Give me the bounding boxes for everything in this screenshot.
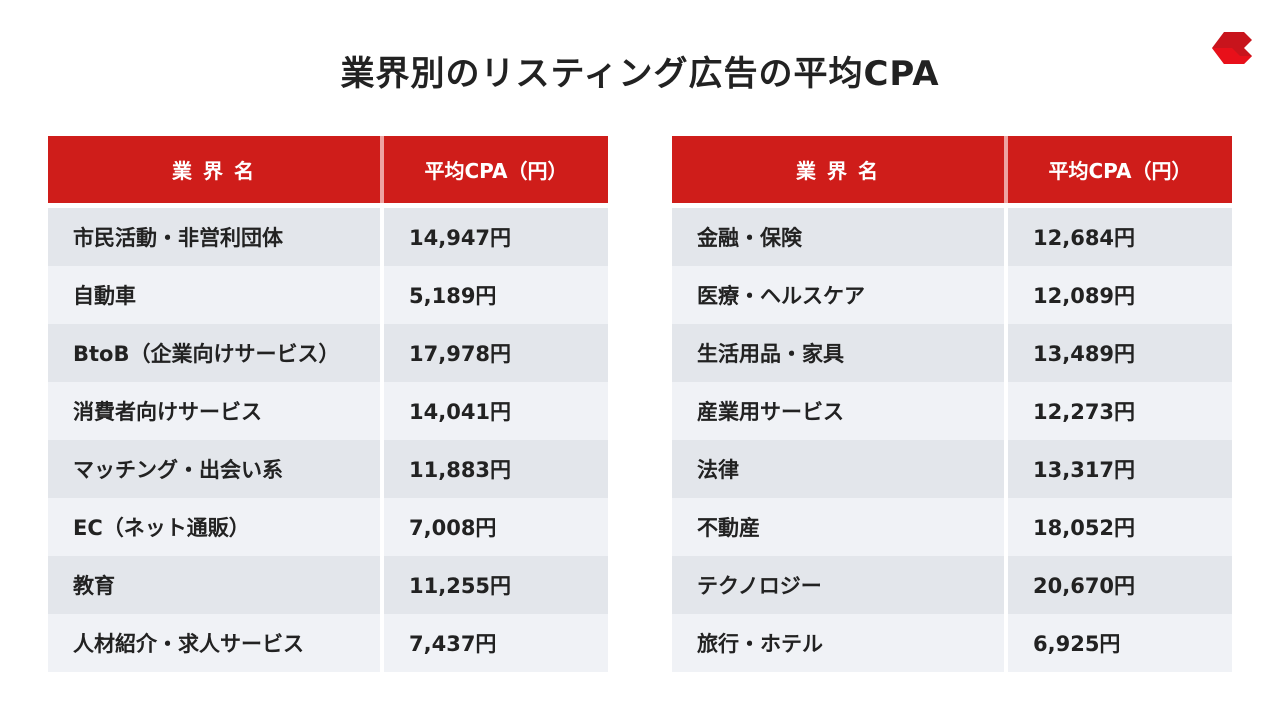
cpa-cell: 12,684円 — [1008, 208, 1232, 266]
table-row: 生活用品・家具 13,489円 — [672, 324, 1232, 382]
industry-cell: 教育 — [48, 556, 384, 614]
industry-cell: 医療・ヘルスケア — [672, 266, 1008, 324]
table-row: EC（ネット通販） 7,008円 — [48, 498, 608, 556]
cpa-cell: 20,670円 — [1008, 556, 1232, 614]
cpa-cell: 14,041円 — [384, 382, 608, 440]
industry-cell: 旅行・ホテル — [672, 614, 1008, 672]
cpa-cell: 14,947円 — [384, 208, 608, 266]
table-header-row: 業 界 名 平均CPA（円） — [672, 136, 1232, 203]
cpa-cell: 5,189円 — [384, 266, 608, 324]
cpa-cell: 11,883円 — [384, 440, 608, 498]
industry-cell: マッチング・出会い系 — [48, 440, 384, 498]
table-row: 法律 13,317円 — [672, 440, 1232, 498]
industry-cell: 法律 — [672, 440, 1008, 498]
cpa-cell: 17,978円 — [384, 324, 608, 382]
table-row: 教育 11,255円 — [48, 556, 608, 614]
table-row: 医療・ヘルスケア 12,089円 — [672, 266, 1232, 324]
table-row: 自動車 5,189円 — [48, 266, 608, 324]
header-cpa: 平均CPA（円） — [384, 136, 608, 203]
header-industry: 業 界 名 — [48, 136, 384, 203]
table-row: 旅行・ホテル 6,925円 — [672, 614, 1232, 672]
spacer — [672, 203, 1232, 208]
red-chevron-logo-icon — [1212, 32, 1252, 64]
industry-cell: 生活用品・家具 — [672, 324, 1008, 382]
cpa-cell: 18,052円 — [1008, 498, 1232, 556]
industry-cell: 金融・保険 — [672, 208, 1008, 266]
table-header-row: 業 界 名 平均CPA（円） — [48, 136, 608, 203]
industry-cell: 不動産 — [672, 498, 1008, 556]
right-cpa-table: 業 界 名 平均CPA（円） 金融・保険 12,684円 医療・ヘルスケア 12,08… — [672, 136, 1232, 672]
cpa-cell: 13,489円 — [1008, 324, 1232, 382]
header-industry: 業 界 名 — [672, 136, 1008, 203]
industry-cell: 人材紹介・求人サービス — [48, 614, 384, 672]
industry-cell: EC（ネット通販） — [48, 498, 384, 556]
page-title: 業界別のリスティング広告の平均CPA — [340, 54, 940, 94]
spacer — [48, 203, 608, 208]
table-row: 不動産 18,052円 — [672, 498, 1232, 556]
table-row: マッチング・出会い系 11,883円 — [48, 440, 608, 498]
table-row: 金融・保険 12,684円 — [672, 208, 1232, 266]
industry-cell: 消費者向けサービス — [48, 382, 384, 440]
cpa-cell: 7,008円 — [384, 498, 608, 556]
table-row: 産業用サービス 12,273円 — [672, 382, 1232, 440]
cpa-cell: 7,437円 — [384, 614, 608, 672]
industry-cell: 産業用サービス — [672, 382, 1008, 440]
table-row: 消費者向けサービス 14,041円 — [48, 382, 608, 440]
table-row: 人材紹介・求人サービス 7,437円 — [48, 614, 608, 672]
cpa-cell: 12,089円 — [1008, 266, 1232, 324]
table-row: 市民活動・非営利団体 14,947円 — [48, 208, 608, 266]
header-cpa: 平均CPA（円） — [1008, 136, 1232, 203]
industry-cell: テクノロジー — [672, 556, 1008, 614]
industry-cell: BtoB（企業向けサービス） — [48, 324, 384, 382]
cpa-cell: 6,925円 — [1008, 614, 1232, 672]
industry-cell: 自動車 — [48, 266, 384, 324]
industry-cell: 市民活動・非営利団体 — [48, 208, 384, 266]
cpa-cell: 13,317円 — [1008, 440, 1232, 498]
cpa-cell: 11,255円 — [384, 556, 608, 614]
table-row: テクノロジー 20,670円 — [672, 556, 1232, 614]
cpa-cell: 12,273円 — [1008, 382, 1232, 440]
table-row: BtoB（企業向けサービス） 17,978円 — [48, 324, 608, 382]
left-cpa-table: 業 界 名 平均CPA（円） 市民活動・非営利団体 14,947円 自動車 5,189… — [48, 136, 608, 672]
